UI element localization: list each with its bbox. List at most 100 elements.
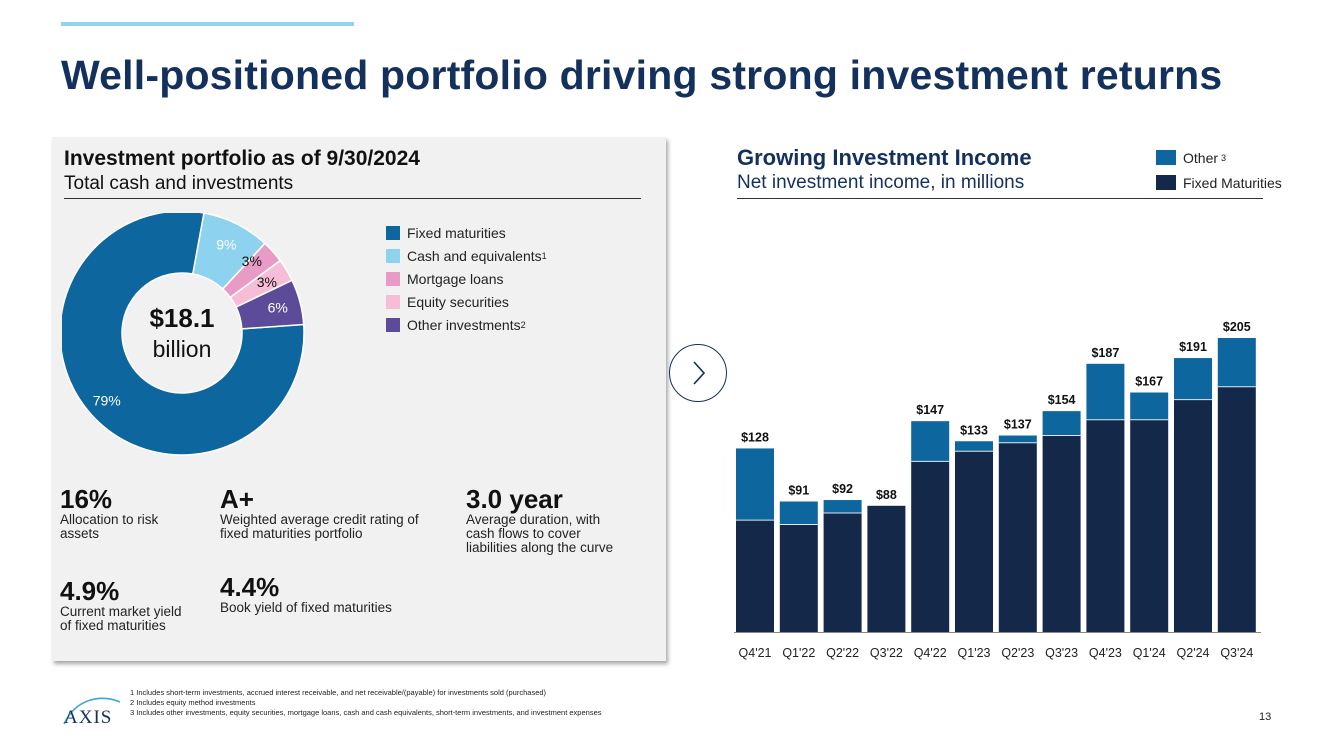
income-legend: Other 3 Fixed Maturities bbox=[1156, 145, 1282, 195]
stat-description: Average duration, with cash flows to cov… bbox=[466, 512, 614, 555]
portfolio-legend: Fixed maturities Cash and equivalents 1 M… bbox=[386, 221, 547, 336]
x-tick-label: Q2'24 bbox=[1177, 646, 1210, 660]
stat-market-yield: 4.9% Current market yield of fixed matur… bbox=[60, 577, 182, 633]
investment-income-bar-chart: $128 Q4'21 $91 Q1'22 $92 Q2'22 $88 Q3'22 $147 Q4'… bbox=[734, 320, 1261, 660]
legend-swatch bbox=[386, 248, 400, 263]
chevron-right-icon bbox=[693, 361, 706, 385]
legend-swatch bbox=[1156, 175, 1176, 190]
stat-credit-rating: A+ Weighted average credit rating of fix… bbox=[220, 485, 419, 541]
bar-other bbox=[823, 500, 862, 513]
donut-slice-label: 6% bbox=[268, 300, 288, 316]
legend-item-equity-securities: Equity securities bbox=[386, 290, 547, 313]
income-divider bbox=[737, 198, 1263, 199]
donut-center-value: $18.1 bbox=[149, 303, 214, 333]
legend-footnote-ref: 1 bbox=[541, 250, 547, 261]
footnotes: 1 Includes short-term investments, accru… bbox=[130, 688, 602, 718]
legend-swatch bbox=[386, 294, 400, 309]
donut-slice-label: 79% bbox=[93, 392, 121, 408]
portfolio-divider bbox=[64, 198, 641, 199]
bar-fixed-maturities bbox=[1217, 386, 1256, 632]
x-tick-label: Q3'23 bbox=[1045, 646, 1078, 660]
stat-value: 4.9% bbox=[60, 576, 120, 606]
axis-logo: AXIS bbox=[63, 697, 121, 728]
donut-slice-label: 9% bbox=[216, 236, 236, 252]
bar-other bbox=[1130, 392, 1169, 420]
legend-label: Fixed Maturities bbox=[1183, 174, 1282, 191]
bar-other bbox=[1174, 358, 1212, 400]
stat-description: Current market yield of fixed maturities bbox=[60, 604, 182, 633]
bar-fixed-maturities bbox=[867, 505, 906, 632]
x-tick-label: Q1'22 bbox=[782, 646, 815, 660]
bar-total-label: $191 bbox=[1179, 340, 1207, 354]
x-tick-label: Q1'23 bbox=[958, 646, 991, 660]
bar-total-label: $154 bbox=[1048, 393, 1076, 407]
legend-swatch bbox=[386, 225, 400, 240]
bar-other bbox=[911, 421, 950, 462]
legend-label: Mortgage loans bbox=[407, 270, 504, 287]
legend-item-other: Other 3 bbox=[1156, 145, 1282, 170]
stat-risk-allocation: 16% Allocation to risk assets bbox=[60, 485, 158, 541]
bar-fixed-maturities bbox=[998, 442, 1037, 632]
legend-footnote-ref: 3 bbox=[1221, 152, 1227, 163]
legend-label: Other bbox=[1183, 149, 1219, 166]
legend-item-cash: Cash and equivalents 1 bbox=[386, 244, 547, 267]
stat-description: Allocation to risk assets bbox=[60, 512, 159, 541]
donut-slice-label: 3% bbox=[257, 274, 277, 290]
page-title: Well-positioned portfolio driving strong… bbox=[61, 52, 1223, 98]
stat-value: 3.0 year bbox=[466, 484, 563, 514]
bar-fixed-maturities bbox=[736, 520, 774, 632]
stat-description: Weighted average credit rating of fixed … bbox=[220, 512, 419, 541]
x-tick-label: Q4'22 bbox=[914, 646, 947, 660]
legend-footnote-ref: 2 bbox=[520, 319, 526, 330]
bar-fixed-maturities bbox=[779, 524, 818, 632]
bar-total-label: $187 bbox=[1091, 346, 1119, 360]
donut-slice bbox=[62, 213, 305, 456]
bar-fixed-maturities bbox=[955, 451, 993, 632]
x-tick-label: Q3'22 bbox=[870, 646, 903, 660]
bar-other bbox=[779, 501, 818, 525]
x-tick-label: Q4'23 bbox=[1089, 646, 1122, 660]
legend-swatch bbox=[1156, 150, 1176, 165]
x-tick-label: Q2'22 bbox=[826, 646, 859, 660]
bar-other bbox=[1086, 363, 1125, 420]
page-number: 13 bbox=[1259, 711, 1272, 723]
income-subtitle: Net investment income, in millions bbox=[737, 172, 1025, 193]
title-accent-bar bbox=[61, 22, 354, 26]
bar-total-label: $128 bbox=[741, 430, 769, 444]
bar-other bbox=[1042, 411, 1081, 436]
footnote-2: 2 Includes equity method investments bbox=[130, 698, 256, 707]
bar-fixed-maturities bbox=[911, 461, 950, 632]
donut-slice-label: 3% bbox=[242, 253, 262, 269]
footnote-1: 1 Includes short-term investments, accru… bbox=[130, 688, 547, 697]
legend-item-fixed-maturities: Fixed Maturities bbox=[1156, 170, 1282, 195]
legend-item-mortgage-loans: Mortgage loans bbox=[386, 267, 547, 290]
legend-label: Fixed maturities bbox=[407, 224, 506, 241]
bar-fixed-maturities bbox=[823, 512, 862, 632]
stat-value: 4.4% bbox=[220, 572, 280, 602]
bar-total-label: $133 bbox=[960, 423, 988, 437]
footnote-3: 3 Includes other investments, equity sec… bbox=[130, 708, 602, 717]
legend-label: Cash and equivalents bbox=[407, 247, 542, 264]
stat-value: 16% bbox=[60, 484, 113, 514]
bar-fixed-maturities bbox=[1042, 435, 1081, 632]
portfolio-subtitle: Total cash and investments bbox=[64, 173, 294, 194]
stat-value: A+ bbox=[220, 484, 254, 514]
bar-fixed-maturities bbox=[1130, 419, 1169, 632]
portfolio-donut-chart: 79% 9% 3% 3% 6% $18.1 billion bbox=[62, 213, 305, 456]
bar-total-label: $88 bbox=[876, 488, 897, 502]
bar-other bbox=[955, 441, 993, 452]
bar-total-label: $137 bbox=[1004, 418, 1032, 432]
bar-other bbox=[998, 435, 1037, 443]
next-arrow-button[interactable] bbox=[669, 344, 727, 402]
bar-total-label: $167 bbox=[1135, 374, 1163, 388]
bar-other bbox=[736, 448, 774, 521]
legend-label: Other investments bbox=[407, 316, 521, 333]
portfolio-title: Investment portfolio as of 9/30/2024 bbox=[64, 147, 420, 170]
portfolio-panel: Investment portfolio as of 9/30/2024 Tot… bbox=[52, 137, 666, 661]
bar-total-label: $91 bbox=[788, 483, 809, 497]
donut-slice bbox=[235, 279, 305, 330]
legend-item-fixed-maturities: Fixed maturities bbox=[386, 221, 547, 244]
x-tick-label: Q3'24 bbox=[1220, 646, 1253, 660]
donut-center-unit: billion bbox=[153, 336, 212, 362]
legend-swatch bbox=[386, 317, 400, 332]
